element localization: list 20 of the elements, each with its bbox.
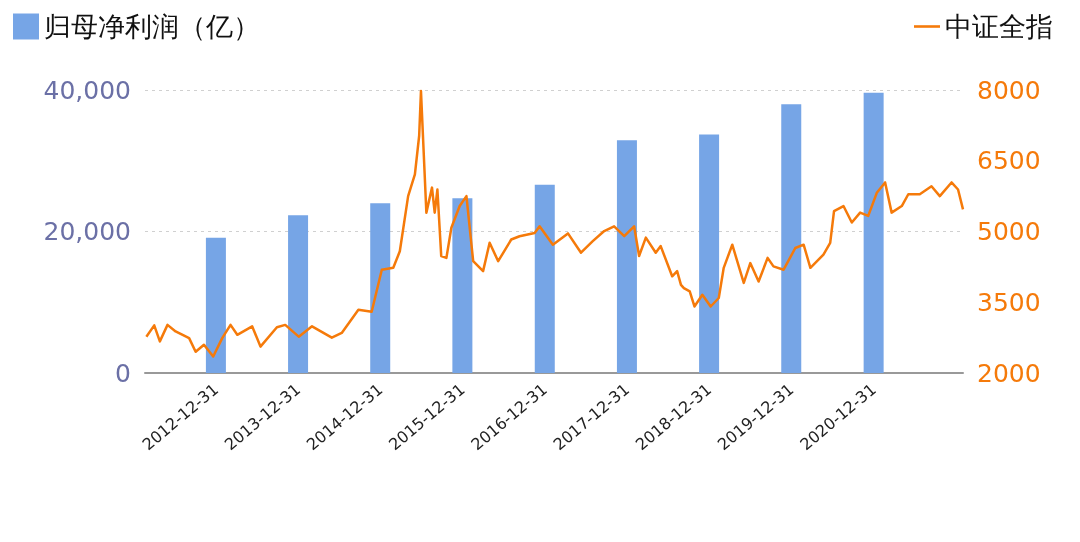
line-series <box>145 89 965 358</box>
y-tick-label: 20,000 <box>43 217 131 246</box>
y2-tick-label: 2000 <box>977 358 1041 388</box>
bar <box>205 237 226 373</box>
bar <box>781 104 802 373</box>
y2-tick-label: 8000 <box>977 75 1041 105</box>
bar <box>534 184 555 373</box>
bar <box>863 92 884 373</box>
bar <box>288 215 309 373</box>
legend-label: 归母净利润（亿） <box>44 11 260 42</box>
y2-tick-label: 5000 <box>977 217 1041 246</box>
legend-label: 中证全指 <box>945 11 1053 42</box>
bar <box>370 203 391 373</box>
y2-tick-label: 3500 <box>977 287 1041 317</box>
y-tick-label: 0 <box>115 358 131 388</box>
y-tick-label: 40,000 <box>43 75 131 105</box>
bar <box>616 140 637 373</box>
bar <box>699 134 720 373</box>
bar <box>452 198 473 373</box>
y2-tick-label: 6500 <box>977 146 1041 176</box>
